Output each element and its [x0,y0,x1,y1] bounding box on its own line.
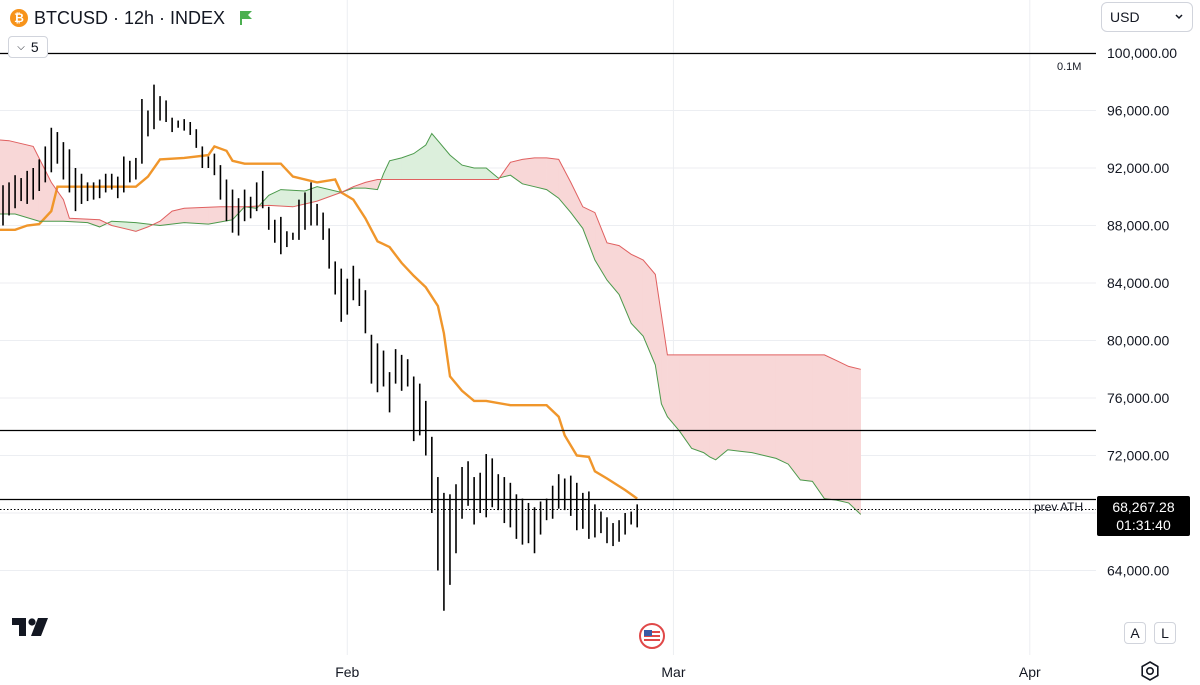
cloud-fill [836,360,849,504]
cloud-fill [8,140,16,215]
cloud-fill [739,354,753,453]
cloud-fill [473,167,487,180]
cloud-fill [812,354,825,500]
chevron-down-icon: ⌵ [17,41,25,53]
y-tick-label: 96,000.00 [1107,103,1169,119]
y-tick-label: 100,000.00 [1107,45,1177,61]
plot-area [0,84,862,611]
cloud-fill [824,354,837,501]
bitcoin-icon: ₿ [10,9,28,27]
current-price: 68,267.28 [1112,499,1175,515]
cloud-fill [510,158,523,185]
y-tick-label: 76,000.00 [1107,390,1169,406]
cloud-fill [280,189,294,208]
cloud-fill [534,157,547,190]
x-tick-label: Apr [1019,664,1041,680]
cloud-fill [667,354,680,432]
cloud-fill [703,354,710,458]
cloud-fill [183,206,209,225]
y-tick-label: 72,000.00 [1107,448,1169,464]
cloud-fill [0,139,10,215]
settings-icon[interactable] [1140,661,1160,681]
cloud-fill [763,354,777,459]
cloud-fill [618,245,632,324]
cloud-fill [546,157,559,199]
cloud-fill [661,314,668,417]
cloud-fill [642,259,656,366]
currency-selector[interactable]: USD [1101,2,1193,32]
cloud-fill [14,141,34,220]
us-flag-event-icon[interactable] [639,623,665,649]
cloud-fill [522,157,535,188]
cloud-fill [727,354,741,452]
cloud-fill [799,354,813,482]
y-tick-label: 64,000.00 [1107,563,1169,579]
y-tick-label: 80,000.00 [1107,333,1169,349]
cloud-fill [389,157,402,180]
cloud-fill [437,139,451,180]
symbol-header: ₿ BTCUSD · 12h · INDEX [10,6,253,30]
bar-countdown: 01:31:40 [1116,517,1171,533]
x-tick-label: Mar [661,664,685,680]
cloud-fill [787,354,801,481]
x-tick-label: Feb [335,664,359,680]
y-tick-label: 92,000.00 [1107,160,1169,176]
y-tick-label: 84,000.00 [1107,275,1169,291]
symbol-title[interactable]: BTCUSD · 12h · INDEX [34,7,226,28]
cloud-fill [570,182,584,230]
y-tick-label: 88,000.00 [1107,218,1169,234]
cloud-green-line [0,132,862,515]
cloud-fill [159,210,173,226]
volume-line-label: 0.1M [1057,61,1082,73]
auto-scale-button[interactable]: A [1124,622,1146,644]
cloud-fill [715,354,729,461]
log-scale-button[interactable]: L [1154,622,1176,644]
chevron-down-icon [1175,14,1183,20]
prev-ath-label: prev ATH [1034,500,1084,514]
cloud-fill [775,354,789,465]
current-price-label: 68,267.28 01:31:40 [1097,496,1190,536]
cloud-fill [208,206,221,225]
cloud-fill [709,354,717,461]
interval-selector[interactable]: ⌵ 5 [8,36,48,58]
cloud-fill [691,354,704,454]
currency-value: USD [1110,9,1140,25]
orange-line [0,144,638,500]
cloud-fill [848,365,861,516]
green-flag-icon[interactable] [239,11,253,25]
cloud-fill [413,144,427,180]
cloud-fill [751,354,765,456]
interval-value: 5 [30,39,39,55]
cloud-fill [425,133,433,180]
cloud-fill [630,253,644,337]
cloud-fill [431,132,439,180]
cloud-red-line [0,139,861,370]
cloud-fill [449,154,463,180]
cloud-fill [558,159,572,214]
tradingview-logo-icon[interactable] [12,616,50,638]
